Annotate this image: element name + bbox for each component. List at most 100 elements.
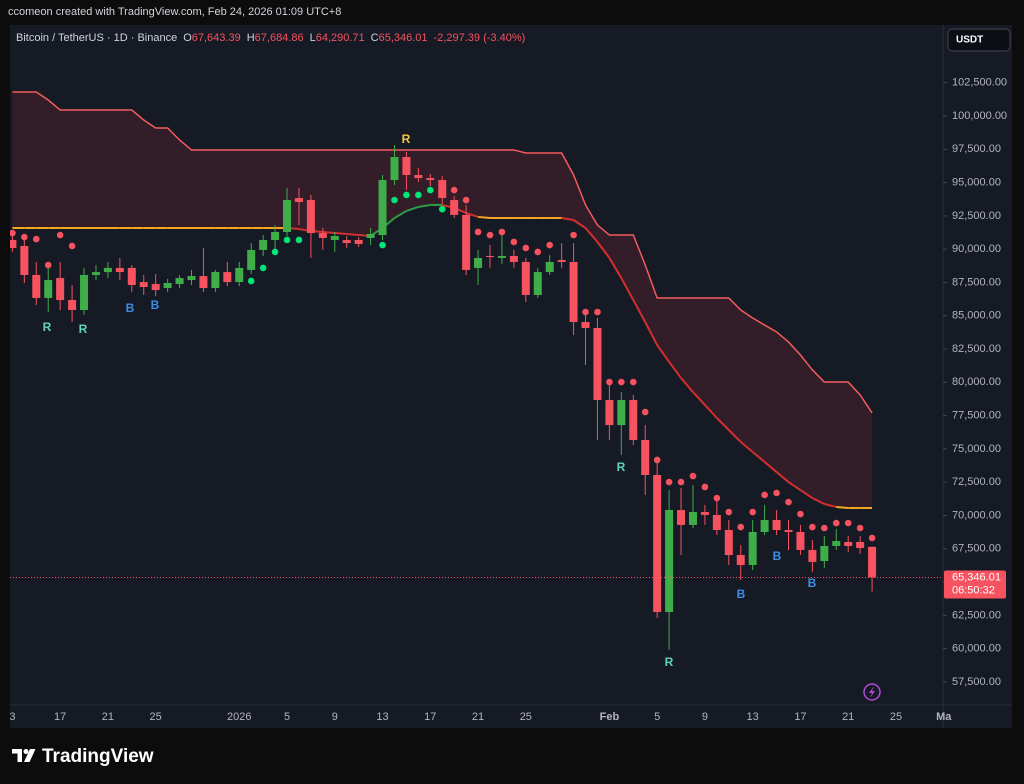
candle-body xyxy=(557,259,566,262)
signal-dot xyxy=(486,231,494,239)
signal-label: R xyxy=(43,320,52,334)
signal-dot xyxy=(582,308,589,316)
signal-label: B xyxy=(151,298,160,312)
midline-segment xyxy=(465,211,479,218)
signal-dot xyxy=(689,472,697,480)
y-tick-label: 60,000.00 xyxy=(952,643,1001,655)
candle-body xyxy=(10,239,17,248)
y-tick-label: 77,500.00 xyxy=(952,410,1001,422)
candle-body xyxy=(211,272,220,289)
signal-dot xyxy=(438,205,446,213)
midline-segment xyxy=(668,361,682,379)
signal-dot xyxy=(534,248,542,256)
signal-dot xyxy=(259,264,267,272)
signal-dot xyxy=(797,510,804,518)
ohlc-value: 65,346.01 xyxy=(379,32,428,44)
y-tick-label: 92,500.00 xyxy=(952,210,1001,222)
signal-dot xyxy=(677,478,685,486)
signal-label: B xyxy=(737,587,746,601)
band-upper-line xyxy=(12,91,873,414)
x-tick-label: 21 xyxy=(472,711,484,723)
x-tick-label: 21 xyxy=(102,711,114,723)
signal-dot xyxy=(618,378,625,386)
last-price-tag xyxy=(944,570,1006,599)
signal-dot xyxy=(737,523,745,531)
signal-dot xyxy=(844,519,852,527)
x-tick-label: Feb xyxy=(600,711,620,723)
x-tick-label: 25 xyxy=(890,711,902,723)
x-tick-label: 17 xyxy=(54,711,66,723)
candle-body xyxy=(283,200,292,232)
signal-dot xyxy=(856,524,864,532)
candle-body xyxy=(509,255,518,262)
signal-dot xyxy=(570,231,577,239)
candle-body xyxy=(724,529,733,556)
candle-body xyxy=(796,531,805,550)
midline-segment xyxy=(680,377,694,393)
signal-dot xyxy=(546,241,553,249)
candle-body xyxy=(91,272,100,275)
midline-segment xyxy=(740,441,754,453)
candle-body xyxy=(474,257,483,268)
signal-label: R xyxy=(665,655,674,669)
signal-dot xyxy=(510,238,518,246)
midline-segment xyxy=(620,277,635,301)
candle-body xyxy=(605,400,614,426)
y-tick-label: 100,000.00 xyxy=(952,110,1007,122)
signal-label: B xyxy=(808,576,817,590)
candle-body xyxy=(318,233,327,238)
signal-dot xyxy=(773,489,780,497)
signal-dot xyxy=(474,228,482,236)
y-tick-label: 62,500.00 xyxy=(952,609,1001,621)
candle-body xyxy=(617,400,626,426)
signal-label: B xyxy=(126,301,135,315)
plot xyxy=(10,91,943,650)
signal-dot xyxy=(868,534,876,542)
candle-body xyxy=(832,541,841,546)
symbol: Bitcoin / TetherUS · 1D · Binance xyxy=(16,32,177,44)
ohlc-value: 67,684.86 xyxy=(255,32,304,44)
signal-dot xyxy=(785,498,792,506)
signal-dot xyxy=(283,236,291,244)
candle-body xyxy=(44,280,53,299)
candle-body xyxy=(688,512,697,525)
midline-segment xyxy=(656,344,670,363)
signal-dot xyxy=(653,456,661,464)
y-tick-label: 70,000.00 xyxy=(952,509,1001,521)
candle-body xyxy=(175,278,184,285)
signal-dot xyxy=(21,233,28,241)
candle-body xyxy=(665,510,674,613)
candle-body xyxy=(187,276,196,281)
currency-box[interactable] xyxy=(947,28,1011,52)
candle-body xyxy=(32,274,41,299)
alert-icon[interactable] xyxy=(863,683,881,701)
signal-dot xyxy=(594,308,601,316)
signal-dot xyxy=(379,241,386,249)
candle-body xyxy=(163,282,172,289)
candle-body xyxy=(366,233,375,238)
y-tick-label: 75,000.00 xyxy=(952,443,1001,455)
candle-body xyxy=(259,239,268,250)
signal-dot xyxy=(749,508,756,516)
midline-segment xyxy=(824,503,837,508)
signal-dot xyxy=(403,191,410,199)
signal-dot xyxy=(247,277,255,285)
signal-label: B xyxy=(773,549,782,563)
signal-dot xyxy=(498,228,506,236)
candle-body xyxy=(199,276,208,289)
signal-label: R xyxy=(79,322,88,336)
currency[interactable]: USDT xyxy=(956,35,983,46)
candle-body xyxy=(115,267,124,273)
midline-segment xyxy=(418,203,431,208)
midline-segment xyxy=(406,206,419,212)
midline-segment xyxy=(799,489,813,499)
candle-body xyxy=(271,231,280,240)
signal-dot xyxy=(32,235,40,243)
brand-logo xyxy=(12,749,36,762)
candle-body xyxy=(247,249,256,270)
candle-body xyxy=(844,541,853,546)
candle-body xyxy=(354,239,363,244)
x-tick-label: 9 xyxy=(332,711,338,723)
signal-dot xyxy=(10,229,16,237)
